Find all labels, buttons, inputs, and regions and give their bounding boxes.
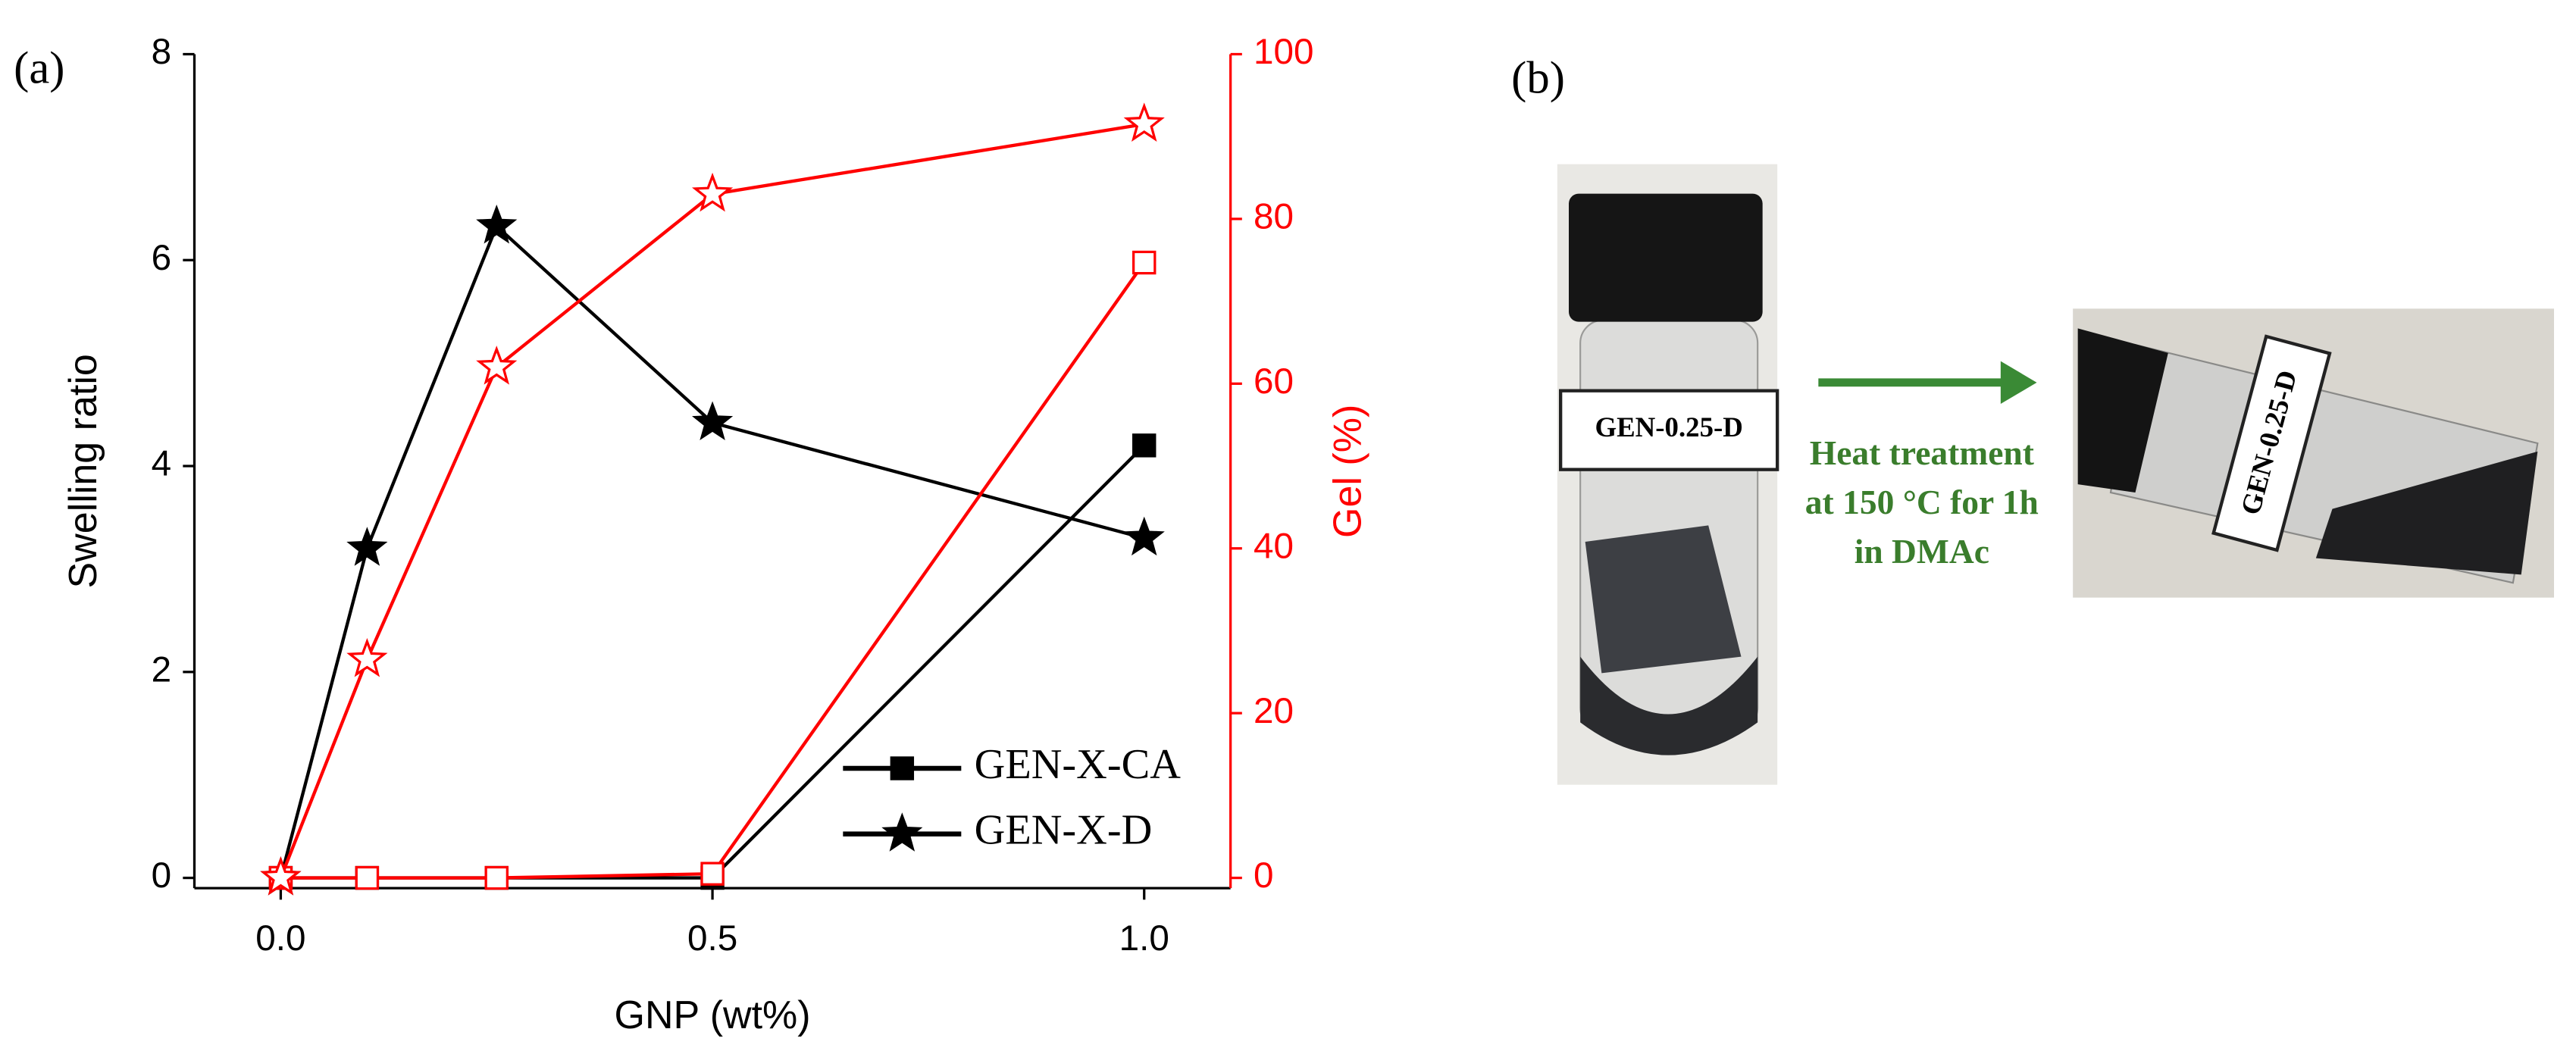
y-tick-label: 6: [152, 238, 172, 278]
legend-label: GEN-X-D: [975, 807, 1153, 854]
data-point: [1123, 516, 1165, 556]
data-point: [476, 346, 518, 385]
data-point: [346, 638, 388, 677]
caption: at 150 °C for 1h: [1805, 483, 2039, 521]
y-tick-label: 2: [152, 649, 172, 690]
panel-label: (a): [14, 42, 64, 93]
data-point: [1132, 250, 1157, 275]
data-point: [355, 865, 380, 890]
panel-label: (b): [1511, 52, 1565, 103]
y2-tick-label: 60: [1254, 361, 1294, 402]
arrow: [1818, 361, 2037, 404]
x-tick-label: 0.0: [255, 918, 305, 959]
caption: Heat treatment: [1810, 433, 2034, 472]
y2-tick-label: 100: [1254, 32, 1314, 72]
data-point: [346, 527, 388, 566]
data-point: [692, 401, 734, 440]
x-tick-label: 1.0: [1119, 918, 1169, 959]
y2-tick-label: 80: [1254, 197, 1294, 237]
vial-photo-right: GEN-0.25-D: [2073, 308, 2554, 598]
legend-marker: [890, 756, 915, 780]
y2-tick-label: 20: [1254, 691, 1294, 731]
y-axis-title: Swelling ratio: [61, 354, 105, 588]
legend-marker: [881, 812, 923, 852]
data-point: [476, 204, 518, 244]
vial-label: GEN-0.25-D: [1595, 411, 1742, 443]
x-axis-title: GNP (wt%): [615, 993, 811, 1037]
y-tick-label: 8: [152, 32, 172, 72]
x-tick-label: 0.5: [687, 918, 737, 959]
data-point: [260, 856, 302, 896]
y2-tick-label: 0: [1254, 855, 1274, 896]
y-tick-label: 0: [152, 855, 172, 896]
vial-photo-left: GEN-0.25-D: [1557, 164, 1779, 785]
legend-label: GEN-X-CA: [975, 741, 1182, 788]
data-point: [1132, 433, 1157, 458]
caption: in DMAc: [1855, 532, 1989, 571]
data-point: [484, 865, 509, 890]
data-point: [700, 862, 725, 886]
data-point: [1123, 102, 1165, 142]
data-point: [692, 172, 734, 212]
y2-tick-label: 40: [1254, 526, 1294, 566]
y2-axis-title: Gel (%): [1326, 405, 1370, 538]
y-tick-label: 4: [152, 444, 172, 484]
